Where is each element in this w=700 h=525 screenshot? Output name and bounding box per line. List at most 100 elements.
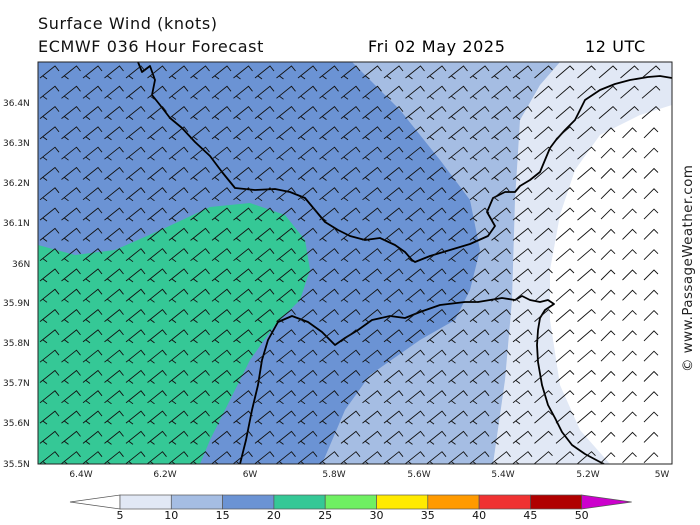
wind-barb (555, 308, 575, 322)
wind-barb (276, 308, 296, 323)
wind-barb (297, 308, 318, 323)
wind-barb (426, 187, 447, 202)
wind-barb (82, 268, 103, 283)
wind-barb (39, 166, 60, 181)
wind-barb (254, 288, 275, 303)
wind-barb (39, 248, 60, 263)
wind-barb (512, 85, 533, 100)
wind-barb (211, 166, 232, 181)
wind-barb (426, 227, 447, 242)
wind-barb (469, 288, 490, 303)
wind-barb (276, 451, 296, 464)
wind-barb (319, 390, 339, 405)
wind-barb (211, 390, 232, 405)
wind-barb (190, 268, 210, 283)
wind-barb (469, 105, 490, 120)
lon-label-6-4w: 6.4W (69, 470, 92, 480)
wind-barb (426, 329, 447, 344)
wind-barb (168, 329, 189, 344)
legend-swatch (530, 494, 583, 510)
wind-barb (39, 329, 60, 344)
wind-barb (233, 85, 253, 100)
wind-barb (233, 369, 253, 384)
wind-barb (297, 268, 318, 283)
wind-barb (125, 288, 146, 303)
wind-barb (297, 288, 318, 303)
wind-barb (622, 188, 637, 200)
wind-barb (600, 309, 616, 321)
wind-barb (622, 249, 637, 261)
wind-barb (512, 65, 533, 80)
wind-barb (383, 207, 404, 222)
legend-arrow-low (69, 494, 121, 510)
wind-barb (577, 308, 596, 322)
wind-barb (125, 85, 146, 100)
wind-barb (254, 308, 275, 323)
wind-barb (319, 187, 339, 202)
wind-barb (362, 146, 382, 161)
wind-barb (405, 85, 425, 100)
legend-tick-label: 5 (117, 509, 124, 522)
wind-barb (168, 308, 189, 323)
wind-barb (622, 411, 637, 423)
wind-barb (233, 268, 253, 283)
legend-tick-label: 45 (523, 509, 537, 522)
wind-barb (598, 105, 618, 119)
wind-barb (233, 329, 253, 344)
wind-barb (340, 329, 361, 344)
wind-barb (577, 329, 596, 343)
wind-barb (125, 390, 146, 405)
wind-barb (534, 349, 553, 363)
wind-barb (254, 187, 275, 202)
wind-barb (276, 268, 296, 283)
wind-barb (319, 166, 339, 181)
legend-swatch (478, 494, 531, 510)
wind-barb (39, 227, 60, 242)
wind-barb (555, 248, 575, 262)
wind-barb (512, 349, 533, 364)
wind-barb (383, 65, 404, 80)
wind-barb (233, 126, 253, 141)
lat-label-35-9: 35.9N (3, 299, 30, 309)
wind-barb (405, 288, 425, 303)
wind-barb (319, 430, 339, 445)
wind-barb (104, 410, 124, 425)
wind-barb (82, 451, 103, 464)
wind-barb (168, 207, 189, 222)
wind-barb (104, 369, 124, 384)
wind-barb (340, 207, 361, 222)
wind-barb (491, 85, 511, 100)
wind-barb (39, 187, 60, 202)
wind-barb (600, 391, 616, 403)
wind-barb (383, 390, 404, 405)
wind-barb (643, 411, 659, 423)
wind-barb (254, 369, 275, 384)
wind-barb (512, 268, 533, 283)
wind-barb (555, 85, 575, 99)
wind-barb (577, 268, 596, 282)
wind-barb (622, 350, 637, 362)
wind-barb (125, 451, 146, 464)
wind-barb (426, 166, 447, 181)
lat-label-35-8: 35.8N (3, 339, 30, 349)
wind-barb (125, 308, 146, 323)
wind-barb (190, 85, 210, 100)
wind-barb (104, 207, 124, 222)
wind-barb (555, 227, 575, 241)
wind-barb (61, 268, 81, 283)
wind-barb (297, 430, 318, 445)
wind-barb (276, 187, 296, 202)
map-title: Surface Wind (knots) (38, 14, 218, 33)
wind-barb (555, 126, 575, 140)
wind-barb (297, 85, 318, 100)
wind-barb (254, 126, 275, 141)
wind-barb (383, 268, 404, 283)
wind-barb (125, 207, 146, 222)
wind-barb (534, 329, 553, 343)
wind-barb (340, 227, 361, 242)
wind-barb (405, 207, 425, 222)
wind-barb (555, 146, 575, 160)
wind-barb (577, 85, 596, 99)
wind-barb (383, 126, 404, 141)
wind-barb (82, 308, 103, 323)
